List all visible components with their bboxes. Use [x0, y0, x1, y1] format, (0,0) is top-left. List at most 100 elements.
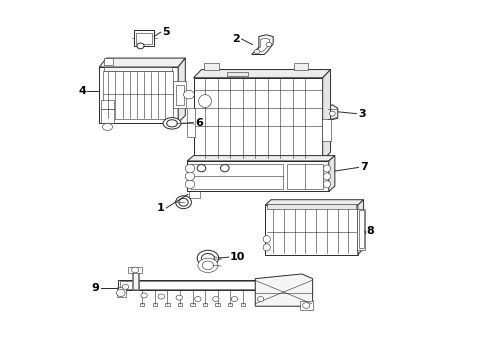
Ellipse shape [263, 235, 270, 243]
Bar [140, 303, 144, 306]
Bar [139, 282, 255, 289]
Ellipse shape [197, 250, 218, 266]
Text: 2: 2 [232, 34, 240, 44]
Polygon shape [322, 69, 330, 160]
Bar [190, 303, 194, 306]
Bar [219, 159, 235, 166]
Bar [131, 271, 139, 291]
Ellipse shape [201, 253, 214, 263]
Ellipse shape [329, 111, 335, 116]
Bar [193, 78, 322, 160]
Polygon shape [328, 156, 334, 192]
Ellipse shape [257, 297, 264, 302]
Polygon shape [99, 58, 185, 67]
Polygon shape [178, 58, 185, 123]
Polygon shape [193, 69, 330, 78]
Ellipse shape [137, 43, 144, 49]
Ellipse shape [198, 258, 218, 273]
Ellipse shape [231, 297, 237, 302]
Ellipse shape [197, 165, 205, 172]
Text: 1: 1 [157, 203, 164, 213]
Bar [165, 303, 169, 306]
Polygon shape [265, 200, 363, 205]
Ellipse shape [323, 165, 330, 172]
Ellipse shape [265, 42, 271, 46]
Bar [137, 280, 255, 291]
Bar [101, 109, 113, 123]
Bar [359, 211, 363, 248]
Bar [227, 303, 232, 306]
Text: 7: 7 [359, 162, 367, 172]
Text: 8: 8 [366, 226, 373, 236]
Ellipse shape [202, 261, 213, 270]
Ellipse shape [323, 181, 330, 188]
Bar [175, 85, 183, 105]
Ellipse shape [163, 118, 181, 129]
Polygon shape [255, 39, 269, 51]
Polygon shape [357, 200, 363, 255]
Bar [128, 267, 142, 273]
Bar [197, 159, 213, 166]
Ellipse shape [141, 293, 147, 298]
Ellipse shape [176, 295, 182, 300]
Bar [187, 108, 195, 137]
Bar [178, 303, 182, 306]
Ellipse shape [263, 244, 270, 251]
Bar [203, 303, 207, 306]
Bar [293, 63, 308, 69]
Text: 9: 9 [91, 283, 99, 293]
Polygon shape [251, 35, 273, 54]
Ellipse shape [198, 95, 211, 108]
Ellipse shape [179, 198, 188, 206]
Text: 5: 5 [162, 27, 169, 37]
Bar [265, 205, 357, 255]
Ellipse shape [175, 196, 191, 209]
Bar [191, 164, 282, 189]
Bar [118, 280, 139, 291]
Ellipse shape [185, 172, 194, 181]
Ellipse shape [302, 303, 309, 309]
Ellipse shape [158, 294, 164, 299]
Bar [357, 209, 365, 250]
Ellipse shape [185, 180, 194, 189]
Bar [99, 67, 178, 123]
Bar [187, 161, 328, 192]
Ellipse shape [220, 165, 228, 172]
Polygon shape [187, 156, 334, 161]
Ellipse shape [122, 284, 128, 289]
Bar [300, 301, 312, 310]
Bar [204, 63, 218, 69]
Ellipse shape [131, 267, 139, 273]
Ellipse shape [166, 120, 177, 127]
Bar [215, 303, 219, 306]
Bar [132, 272, 138, 289]
Bar [101, 100, 113, 109]
Ellipse shape [116, 289, 125, 297]
Bar [240, 303, 244, 306]
Bar [321, 119, 330, 140]
Bar [104, 58, 113, 65]
Ellipse shape [194, 297, 201, 302]
Ellipse shape [102, 123, 112, 131]
Bar [286, 164, 322, 189]
Bar [120, 282, 137, 289]
Ellipse shape [323, 173, 330, 180]
Bar [136, 33, 152, 44]
Polygon shape [255, 274, 312, 306]
Bar [102, 71, 172, 119]
Text: 10: 10 [230, 252, 245, 262]
Text: 3: 3 [357, 109, 365, 119]
Bar [266, 204, 356, 210]
Text: 6: 6 [195, 118, 203, 128]
Ellipse shape [254, 49, 260, 54]
Bar [152, 303, 157, 306]
Ellipse shape [212, 297, 219, 302]
Ellipse shape [185, 164, 194, 173]
Bar [134, 31, 154, 45]
Bar [226, 72, 247, 76]
Ellipse shape [183, 90, 194, 99]
Bar [188, 189, 199, 198]
Polygon shape [326, 105, 337, 121]
Text: 4: 4 [78, 86, 86, 96]
Bar [104, 67, 172, 71]
